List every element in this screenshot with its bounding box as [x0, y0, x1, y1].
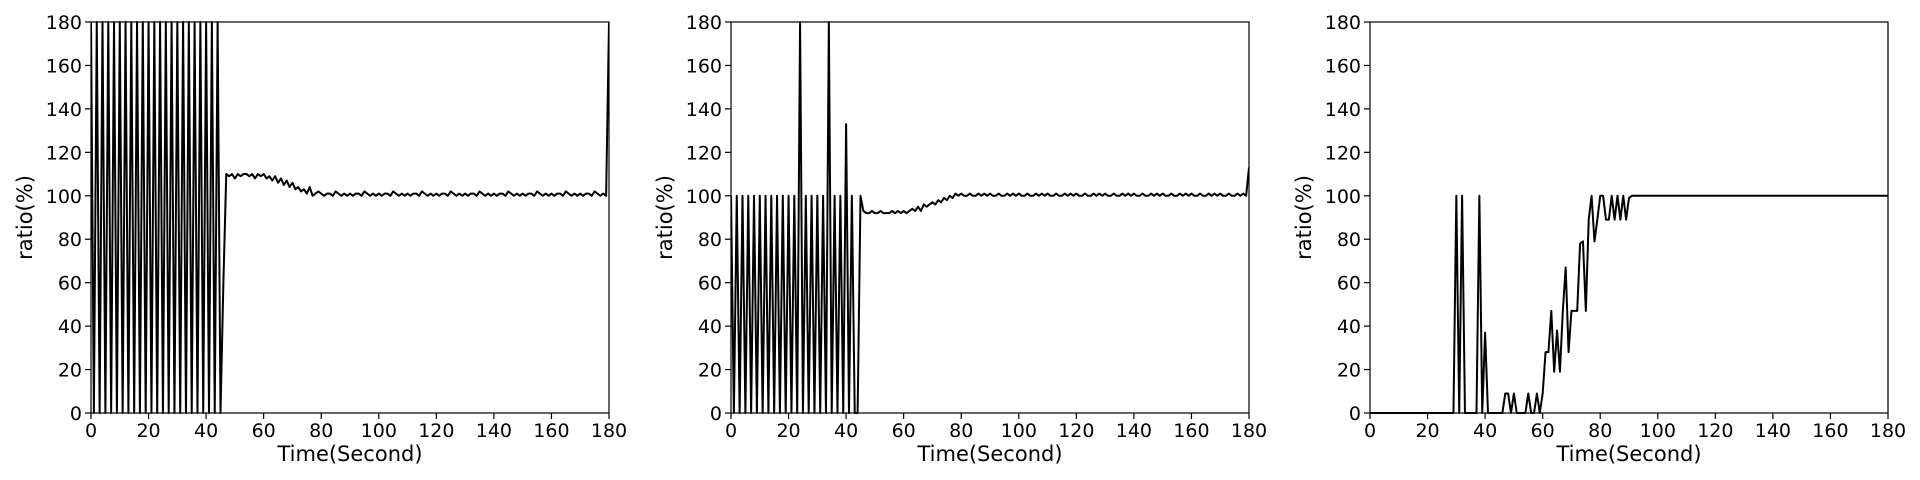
x-tick-label: 0: [725, 420, 737, 442]
x-tick-label: 100: [361, 420, 397, 442]
x-tick-label: 0: [85, 420, 97, 442]
x-tick-label: 140: [1755, 420, 1791, 442]
x-tick-label: 120: [418, 420, 454, 442]
x-tick-label: 80: [949, 420, 973, 442]
x-tick-label: 20: [776, 420, 800, 442]
y-tick-label: 40: [58, 316, 82, 338]
x-tick-label: 180: [1231, 420, 1267, 442]
x-axis-label: Time(Second): [916, 442, 1062, 466]
x-tick-label: 0: [1364, 420, 1376, 442]
x-tick-label: 20: [1415, 420, 1439, 442]
x-tick-label: 80: [309, 420, 333, 442]
y-tick-label: 80: [1337, 229, 1361, 251]
y-tick-label: 0: [710, 403, 722, 425]
axes-frame: [730, 21, 1250, 414]
y-tick-label: 140: [46, 99, 82, 121]
y-tick-label: 0: [1349, 403, 1361, 425]
x-tick-label: 140: [476, 420, 512, 442]
y-tick-label: 40: [1337, 316, 1361, 338]
y-tick-label: 180: [46, 12, 82, 34]
y-tick-label: 140: [1325, 99, 1361, 121]
x-tick-label: 180: [1870, 420, 1906, 442]
x-tick-label: 40: [1473, 420, 1497, 442]
x-tick-label: 40: [194, 420, 218, 442]
x-tick-label: 120: [1697, 420, 1733, 442]
axes-frame: [1369, 21, 1889, 414]
x-axis-label: Time(Second): [276, 442, 422, 466]
y-axis-label: ratio(%): [13, 175, 37, 260]
subplot: 0 20 40 60 80 100 120 140 160 180 0 20 40 60 80 100 120 1…: [653, 12, 1267, 466]
x-tick-label: 100: [1001, 420, 1037, 442]
y-tick-label: 180: [686, 12, 722, 34]
x-axis-label: Time(Second): [1555, 442, 1701, 466]
y-tick-label: 0: [70, 403, 82, 425]
y-tick-label: 160: [46, 55, 82, 77]
y-tick-label: 120: [1325, 142, 1361, 164]
x-tick-label: 20: [136, 420, 160, 442]
y-tick-label: 160: [686, 55, 722, 77]
x-tick-label: 60: [1531, 420, 1555, 442]
y-tick-label: 60: [1337, 273, 1361, 295]
y-tick-label: 80: [698, 229, 722, 251]
y-tick-label: 180: [1325, 12, 1361, 34]
x-tick-label: 60: [252, 420, 276, 442]
data-line: [91, 21, 609, 414]
y-tick-label: 100: [686, 186, 722, 208]
y-tick-label: 100: [46, 186, 82, 208]
y-tick-label: 160: [1325, 55, 1361, 77]
y-tick-label: 60: [58, 273, 82, 295]
x-tick-label: 160: [1812, 420, 1848, 442]
y-tick-label: 20: [58, 360, 82, 382]
y-tick-label: 40: [698, 316, 722, 338]
x-tick-label: 80: [1588, 420, 1612, 442]
data-line: [1370, 194, 1888, 414]
data-line: [731, 21, 1249, 414]
x-tick-label: 140: [1116, 420, 1152, 442]
y-tick-label: 140: [686, 99, 722, 121]
y-tick-label: 20: [1337, 360, 1361, 382]
x-tick-label: 160: [533, 420, 569, 442]
y-tick-label: 120: [46, 142, 82, 164]
x-tick-label: 60: [892, 420, 916, 442]
subplot: 0 20 40 60 80 100 120 140 160 180 0 20 40 60 80 100 120 1…: [13, 12, 627, 466]
axes-frame: [90, 21, 610, 414]
subplot: 0 20 40 60 80 100 120 140 160 180 0 20 40 60 80 100 120 1…: [1292, 12, 1906, 466]
x-tick-label: 180: [591, 420, 627, 442]
y-axis-label: ratio(%): [1292, 175, 1316, 260]
x-tick-label: 40: [834, 420, 858, 442]
x-tick-label: 100: [1640, 420, 1676, 442]
x-tick-label: 120: [1058, 420, 1094, 442]
y-axis-label: ratio(%): [653, 175, 677, 260]
y-tick-label: 100: [1325, 186, 1361, 208]
x-tick-label: 160: [1173, 420, 1209, 442]
y-tick-label: 20: [698, 360, 722, 382]
y-tick-label: 120: [686, 142, 722, 164]
y-tick-label: 60: [698, 273, 722, 295]
y-tick-label: 80: [58, 229, 82, 251]
